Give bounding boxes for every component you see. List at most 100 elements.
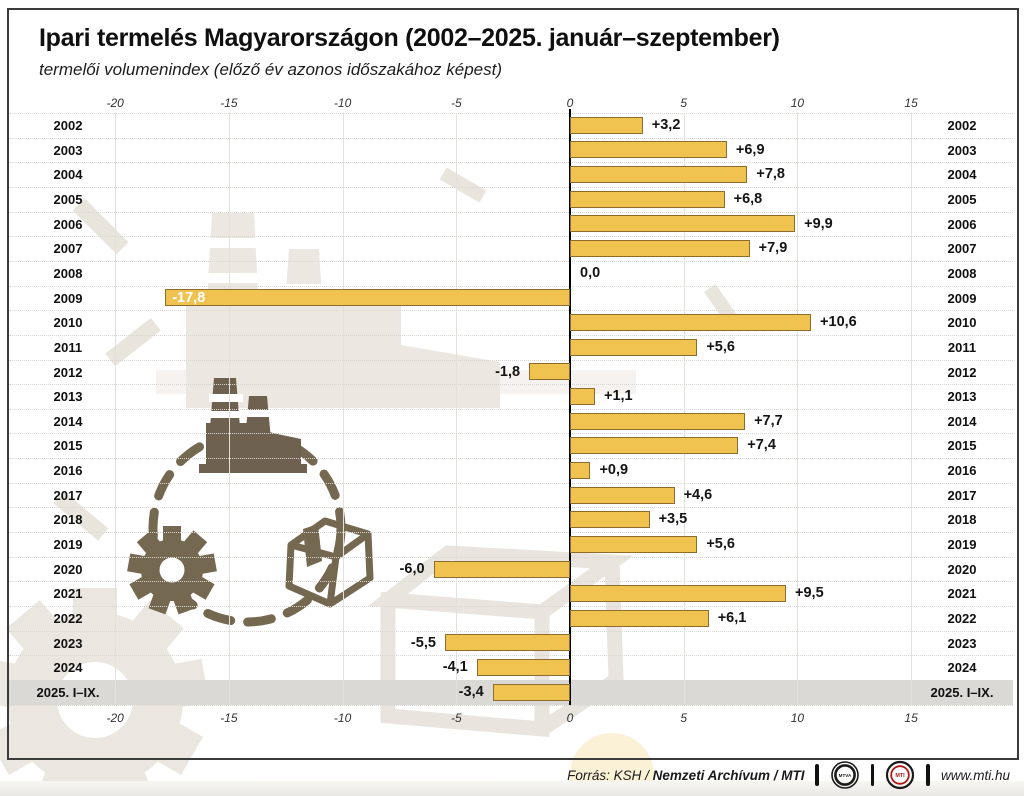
year-label-right: 2013	[947, 389, 977, 405]
row-band	[9, 260, 1013, 286]
row-band	[9, 606, 1013, 631]
chart-subtitle: termelői volumenindex (előző év azonos i…	[39, 60, 503, 79]
bar	[492, 683, 570, 701]
year-label-right: 2004	[947, 167, 977, 183]
year-label-left: 2020	[53, 561, 83, 577]
bar-value-label: +9,5	[795, 585, 824, 602]
source-credit: Forrás: KSH / Nemzeti Archívum / MTI	[567, 767, 805, 783]
year-label-right: 2023	[947, 635, 977, 651]
year-label-right: 2014	[947, 413, 977, 429]
x-tick-top: 15	[904, 96, 918, 110]
row-band	[9, 310, 1013, 335]
bar-value-label: +4,6	[683, 486, 713, 503]
row-band	[9, 482, 1013, 508]
footer: Forrás: KSH / Nemzeti Archívum / MTI MTV…	[567, 760, 1010, 790]
year-label-left: 2021	[53, 586, 83, 602]
row-band	[9, 507, 1013, 532]
row-band	[9, 137, 1013, 163]
footer-divider	[870, 764, 875, 786]
row-band	[9, 655, 1013, 680]
year-label-left: 2011	[53, 339, 83, 355]
year-label-left: 2019	[53, 537, 83, 553]
bar	[476, 659, 570, 677]
row-band	[9, 556, 1013, 582]
year-label-right: 2019	[947, 537, 977, 553]
bar	[570, 166, 748, 184]
x-tick-bottom: -10	[333, 710, 352, 725]
website-link[interactable]: www.mti.hu	[940, 767, 1010, 783]
mtva-logo-icon: MTVA	[831, 761, 859, 789]
year-label-right: 2016	[947, 463, 977, 479]
x-tick-bottom: 0	[566, 710, 574, 725]
year-label-right: 2012	[947, 364, 977, 380]
year-label-right: 2002	[947, 118, 977, 133]
year-label-left: 2015	[53, 438, 83, 454]
rows-bottom-line	[9, 704, 1013, 706]
year-label-left: 2010	[53, 315, 83, 331]
bar	[570, 511, 650, 529]
bar	[165, 289, 570, 307]
row-band	[9, 458, 1013, 483]
x-tick-bottom: 15	[904, 710, 918, 725]
bar-value-label: -3,4	[458, 683, 484, 700]
bar-value-label: +3,2	[651, 117, 681, 133]
year-label-right: 2010	[947, 315, 977, 331]
bar-value-label: +1,1	[604, 388, 633, 405]
footer-divider	[815, 764, 819, 786]
production-cycle-illustration	[127, 378, 374, 627]
bar-value-label: +7,9	[758, 240, 788, 257]
bar	[570, 585, 787, 603]
year-label-left: 2004	[53, 167, 83, 183]
mti-logo-icon: MTI	[886, 760, 915, 790]
row-band	[9, 581, 1013, 606]
x-gridline	[797, 113, 799, 705]
bar	[570, 314, 812, 331]
year-label-right: 2017	[947, 487, 977, 503]
bar-value-label: -5,5	[410, 634, 436, 651]
x-gridline	[115, 113, 117, 705]
bar-value-label: +5,6	[706, 338, 735, 355]
year-label-left: 2018	[53, 512, 83, 528]
gear-icon	[127, 526, 217, 615]
bar-value-label: +3,5	[658, 511, 688, 528]
bar-value-label: -17,8	[172, 289, 206, 306]
x-tick-top: 0	[566, 96, 574, 110]
zero-axis-line	[569, 109, 571, 705]
year-label-left: 2024	[53, 660, 83, 676]
x-tick-top: -10	[333, 96, 352, 110]
bar	[570, 215, 796, 233]
bar	[444, 634, 570, 652]
bottom-strip	[0, 781, 1024, 796]
bar-value-label: +10,6	[820, 314, 857, 331]
year-label-left: 2016	[53, 463, 83, 479]
year-label-right: 2003	[947, 142, 977, 158]
chart-title: Ipari termelés Magyarországon (2002–2025…	[39, 24, 780, 52]
bar	[433, 560, 570, 578]
svg-text:MTVA: MTVA	[839, 773, 852, 778]
bar-value-label: +7,8	[756, 166, 785, 183]
year-label-right: 2015	[947, 438, 977, 454]
row-band	[9, 236, 1013, 261]
watermark-yellow-blob	[570, 733, 654, 796]
bar-value-label: +9,9	[804, 215, 833, 232]
year-label-right: 2011	[947, 339, 977, 355]
bar-value-label: +5,6	[706, 536, 735, 553]
year-label-right: 2020	[947, 561, 977, 577]
row-band	[9, 359, 1013, 385]
bar-value-label: -1,8	[495, 363, 521, 380]
year-label-left: 2014	[53, 413, 83, 429]
year-label-left: 2023	[53, 635, 83, 651]
x-gridline	[456, 113, 458, 705]
bar	[570, 609, 709, 627]
row-band	[9, 334, 1013, 360]
row-band	[9, 630, 1013, 656]
year-label-right: 2006	[947, 216, 977, 232]
year-label-right: 2021	[947, 586, 977, 602]
year-label-left: 2012	[53, 364, 83, 380]
year-label-left: 2017	[53, 487, 83, 503]
year-label-left: 2002	[53, 118, 83, 133]
x-tick-bottom: 10	[790, 710, 805, 725]
year-label-right: 2005	[947, 191, 977, 207]
bar-value-label: -6,0	[399, 560, 425, 577]
